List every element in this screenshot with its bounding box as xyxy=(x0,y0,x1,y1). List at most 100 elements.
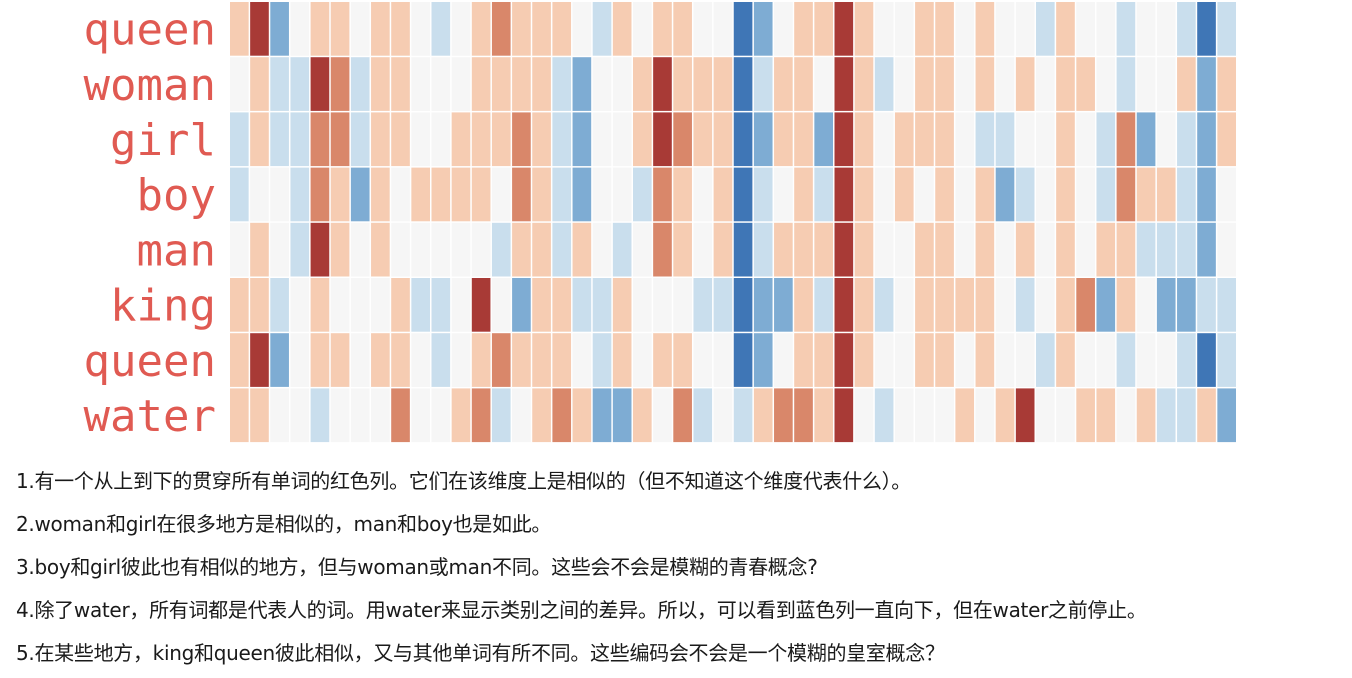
cell-r7-c48 xyxy=(1197,388,1216,443)
cell-r7-c49 xyxy=(1217,388,1236,443)
cell-r6-c29 xyxy=(814,333,833,387)
cell-r6-c25 xyxy=(733,333,753,387)
cell-r7-c32 xyxy=(874,388,894,443)
cell-r0-c10 xyxy=(431,2,451,56)
cell-r0-c28 xyxy=(794,2,813,56)
row-label-water-7: water xyxy=(84,391,216,442)
cell-r6-c23 xyxy=(693,333,713,387)
cell-r4-c16 xyxy=(552,222,572,277)
cell-r1-c21 xyxy=(653,57,672,111)
cell-r2-c47 xyxy=(1177,112,1196,167)
cell-r2-c7 xyxy=(371,112,390,167)
cell-r5-c25 xyxy=(733,278,753,332)
cell-r7-c38 xyxy=(995,388,1015,443)
cell-r5-c1 xyxy=(250,278,269,332)
cell-r7-c40 xyxy=(1036,388,1055,443)
cell-r3-c13 xyxy=(491,167,511,222)
cell-r5-c38 xyxy=(995,278,1015,332)
cell-r1-c10 xyxy=(431,57,451,111)
cell-r3-c36 xyxy=(955,167,975,222)
cell-r6-c34 xyxy=(915,333,934,387)
cell-r1-c45 xyxy=(1136,57,1156,111)
cell-r5-c34 xyxy=(915,278,934,332)
cell-r3-c28 xyxy=(794,167,813,222)
cell-r6-c18 xyxy=(592,333,612,387)
cell-r1-c34 xyxy=(915,57,934,111)
cell-r7-c44 xyxy=(1116,388,1136,443)
row-label-king-5: king xyxy=(110,281,216,332)
cell-r5-c20 xyxy=(633,278,652,332)
cell-r5-c47 xyxy=(1177,278,1196,332)
cell-r2-c13 xyxy=(491,112,511,167)
cell-r0-c41 xyxy=(1056,2,1075,56)
cell-r5-c3 xyxy=(290,278,310,332)
cell-r7-c37 xyxy=(975,388,995,443)
cell-r1-c25 xyxy=(733,57,753,111)
cell-r2-c20 xyxy=(633,112,652,167)
cell-r2-c10 xyxy=(431,112,451,167)
cell-r5-c28 xyxy=(794,278,813,332)
cell-r4-c7 xyxy=(371,222,390,277)
cell-r4-c33 xyxy=(894,222,914,277)
cell-r4-c42 xyxy=(1076,222,1095,277)
cell-r6-c28 xyxy=(794,333,813,387)
cell-r4-c0 xyxy=(230,222,249,277)
cell-r6-c42 xyxy=(1076,333,1095,387)
note-3: 3.boy和girl彼此也有相似的地方，但与woman或man不同。这些会不会是… xyxy=(16,555,818,579)
cell-r2-c45 xyxy=(1136,112,1156,167)
row-label-man-4: man xyxy=(137,225,216,276)
cell-r3-c17 xyxy=(572,167,592,222)
cell-r1-c36 xyxy=(955,57,975,111)
cell-r4-c9 xyxy=(411,222,430,277)
cell-r6-c11 xyxy=(451,333,471,387)
cell-r0-c23 xyxy=(693,2,713,56)
cell-r1-c18 xyxy=(592,57,612,111)
cell-r7-c21 xyxy=(653,388,672,443)
cell-r3-c37 xyxy=(975,167,995,222)
cell-r7-c16 xyxy=(552,388,572,443)
cell-r0-c4 xyxy=(310,2,330,56)
cell-r1-c22 xyxy=(673,57,692,111)
cell-r4-c27 xyxy=(774,222,793,277)
cell-r6-c49 xyxy=(1217,333,1236,387)
cell-r0-c31 xyxy=(854,2,874,56)
cell-r5-c40 xyxy=(1036,278,1055,332)
cell-r6-c41 xyxy=(1056,333,1075,387)
cell-r3-c40 xyxy=(1036,167,1055,222)
cell-r7-c33 xyxy=(894,388,914,443)
cell-r0-c2 xyxy=(270,2,289,56)
cell-r5-c35 xyxy=(935,278,954,332)
cell-r5-c13 xyxy=(491,278,511,332)
cell-r1-c41 xyxy=(1056,57,1075,111)
cell-r5-c39 xyxy=(1015,278,1035,332)
cell-r2-c34 xyxy=(915,112,934,167)
cell-r2-c44 xyxy=(1116,112,1136,167)
cell-r2-c27 xyxy=(774,112,793,167)
cell-r4-c49 xyxy=(1217,222,1236,277)
cell-r4-c12 xyxy=(471,222,491,277)
cell-r1-c37 xyxy=(975,57,995,111)
cell-r2-c25 xyxy=(733,112,753,167)
cell-r0-c49 xyxy=(1217,2,1236,56)
cell-r0-c37 xyxy=(975,2,995,56)
cell-r0-c40 xyxy=(1036,2,1055,56)
cell-r3-c19 xyxy=(612,167,632,222)
cell-r5-c33 xyxy=(894,278,914,332)
note-1: 1.有一个从上到下的贯穿所有单词的红色列。它们在该维度上是相似的（但不知道这个维… xyxy=(16,469,911,493)
cell-r5-c18 xyxy=(592,278,612,332)
cell-r5-c0 xyxy=(230,278,249,332)
cell-r6-c38 xyxy=(995,333,1015,387)
cell-r5-c27 xyxy=(774,278,793,332)
cell-r7-c10 xyxy=(431,388,451,443)
cell-r1-c17 xyxy=(572,57,592,111)
cell-r6-c17 xyxy=(572,333,592,387)
cell-r6-c26 xyxy=(753,333,773,387)
cell-r2-c42 xyxy=(1076,112,1095,167)
cell-r0-c34 xyxy=(915,2,934,56)
cell-r3-c15 xyxy=(532,167,551,222)
cell-r4-c10 xyxy=(431,222,451,277)
cell-r3-c20 xyxy=(633,167,652,222)
cell-r0-c13 xyxy=(491,2,511,56)
cell-r0-c21 xyxy=(653,2,672,56)
cell-r2-c37 xyxy=(975,112,995,167)
